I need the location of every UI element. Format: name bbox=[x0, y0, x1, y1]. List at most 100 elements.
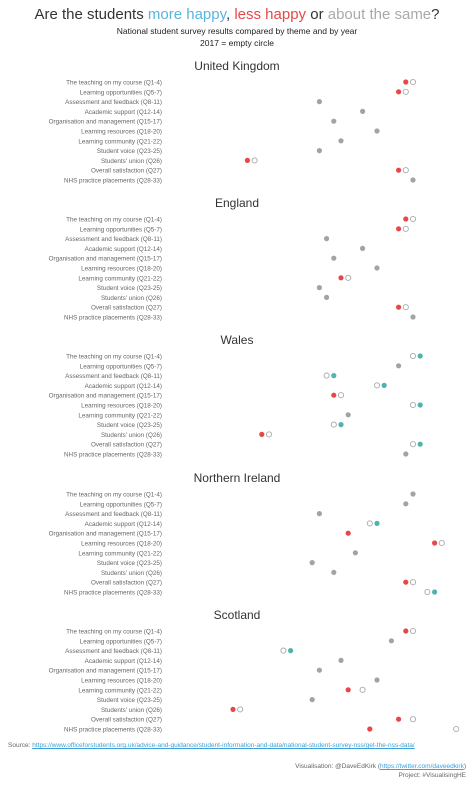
category-label: Learning community (Q21-22) bbox=[78, 275, 162, 282]
category-label: Learning community (Q21-22) bbox=[78, 138, 162, 145]
dot-2018-scotland bbox=[374, 677, 380, 683]
title-sep1: , bbox=[226, 6, 235, 23]
category-label: The teaching on my course (Q1-4) bbox=[66, 80, 162, 87]
dot-2018-northern-ireland bbox=[374, 520, 380, 527]
dot-2018-wales bbox=[259, 431, 265, 437]
dot-2018-scotland bbox=[230, 706, 236, 713]
dot-2018-northern-ireland bbox=[345, 530, 351, 536]
dot-2017-united-kingdom bbox=[402, 167, 409, 174]
title-less-happy: less happy bbox=[234, 6, 307, 23]
visualisation-end: ) bbox=[463, 763, 466, 770]
dot-2018-united-kingdom bbox=[360, 108, 366, 114]
source-link[interactable]: https://www.officeforstudents.org.uk/adv… bbox=[32, 742, 415, 749]
category-label: The teaching on my course (Q1-4) bbox=[66, 629, 162, 636]
chart-title: Are the students more happy, less happy … bbox=[0, 6, 474, 23]
dot-2018-wales bbox=[403, 451, 409, 457]
category-label: Organisation and management (Q15-17) bbox=[49, 393, 162, 400]
dot-2017-northern-ireland bbox=[409, 579, 417, 586]
title-more-happy: more happy bbox=[147, 6, 226, 23]
category-label: Overall satisfaction (Q27) bbox=[91, 717, 162, 724]
category-label: Academic support (Q12-14) bbox=[85, 246, 162, 253]
category-label: Student voice (Q23-25) bbox=[97, 560, 162, 567]
dot-2018-united-kingdom bbox=[244, 157, 250, 163]
dot-2018-northern-ireland bbox=[432, 589, 438, 595]
dot-2017-scotland bbox=[359, 686, 366, 693]
dot-2017-england bbox=[402, 225, 409, 232]
dot-2018-england bbox=[331, 255, 337, 261]
dot-2017-wales bbox=[409, 352, 417, 360]
dot-2017-northern-ireland bbox=[438, 539, 445, 547]
category-label: Learning opportunities (Q5-7) bbox=[80, 638, 162, 645]
chart-subtitle: National student survey results compared… bbox=[116, 26, 358, 36]
category-label: The teaching on my course (Q1-4) bbox=[66, 354, 162, 361]
panel-title-wales: Wales bbox=[221, 333, 254, 347]
category-label: Students' union (Q26) bbox=[101, 707, 162, 714]
dot-2018-england bbox=[374, 265, 380, 271]
visualisation-label: Visualisation: @DaveEdKirk ( bbox=[295, 763, 381, 770]
category-label: NHS practice placements (Q28-33) bbox=[64, 452, 162, 459]
dot-2018-scotland bbox=[367, 726, 373, 732]
category-label: Learning community (Q21-22) bbox=[78, 550, 162, 557]
category-label: Overall satisfaction (Q27) bbox=[91, 305, 162, 312]
category-label: Learning opportunities (Q5-7) bbox=[80, 89, 162, 96]
dot-2018-united-kingdom bbox=[403, 79, 409, 85]
dot-2018-northern-ireland bbox=[403, 501, 409, 507]
dot-2018-england bbox=[403, 216, 409, 222]
dot-2017-wales bbox=[265, 431, 273, 438]
panel-title-united-kingdom: United Kingdom bbox=[194, 59, 279, 73]
category-label: Learning opportunities (Q5-7) bbox=[80, 501, 162, 508]
title-prefix: Are the students bbox=[34, 6, 148, 23]
category-label: Learning community (Q21-22) bbox=[78, 687, 162, 694]
category-label: Student voice (Q23-25) bbox=[97, 285, 162, 292]
dot-2018-united-kingdom bbox=[338, 138, 344, 144]
category-label: Student voice (Q23-25) bbox=[97, 697, 162, 704]
category-label: Academic support (Q12-14) bbox=[85, 521, 162, 528]
title-same: about the same bbox=[327, 6, 432, 23]
dot-2017-scotland bbox=[409, 716, 417, 723]
source-label: Source: bbox=[8, 742, 33, 749]
dot-2017-wales bbox=[409, 401, 417, 409]
dot-2018-wales bbox=[331, 373, 337, 379]
category-label: Organisation and management (Q15-17) bbox=[49, 668, 162, 675]
dot-2017-wales bbox=[409, 441, 417, 448]
category-label: Academic support (Q12-14) bbox=[85, 383, 162, 390]
category-label: Students' union (Q26) bbox=[101, 432, 162, 439]
title-sep2: or bbox=[306, 6, 328, 23]
dot-2018-northern-ireland bbox=[316, 510, 322, 517]
category-label: Learning resources (Q18-20) bbox=[81, 403, 162, 410]
visualisation-link[interactable]: https://twitter.com/daveedkirk bbox=[380, 763, 464, 770]
dot-2018-scotland bbox=[288, 648, 294, 654]
dot-2018-england bbox=[360, 245, 366, 251]
category-label: Overall satisfaction (Q27) bbox=[91, 442, 162, 449]
category-label: Learning resources (Q18-20) bbox=[81, 129, 162, 136]
category-label: NHS practice placements (Q28-33) bbox=[64, 178, 162, 185]
dot-plot-chart: United Kingdom The teaching on my course … bbox=[49, 59, 460, 734]
dot-2018-england bbox=[338, 275, 344, 281]
dot-2018-northern-ireland bbox=[432, 540, 438, 546]
dot-2018-england bbox=[410, 314, 416, 320]
dot-2017-northern-ireland bbox=[424, 588, 431, 596]
category-label: NHS practice placements (Q28-33) bbox=[64, 315, 162, 322]
dot-2018-england bbox=[316, 285, 322, 291]
dot-2018-scotland bbox=[345, 687, 351, 693]
dot-2018-united-kingdom bbox=[374, 128, 380, 134]
dot-2018-scotland bbox=[316, 667, 322, 673]
dot-2018-scotland bbox=[388, 638, 394, 644]
dot-2018-wales bbox=[338, 422, 344, 428]
dot-2017-england bbox=[402, 304, 409, 311]
dot-2017-scotland bbox=[237, 706, 244, 713]
dot-2018-wales bbox=[345, 412, 351, 418]
dot-2018-united-kingdom bbox=[316, 148, 322, 154]
category-label: Students' union (Q26) bbox=[101, 158, 162, 165]
dot-2018-england bbox=[396, 226, 402, 232]
dot-2018-scotland bbox=[396, 716, 402, 722]
dot-2018-england bbox=[324, 294, 330, 300]
category-label: Learning resources (Q18-20) bbox=[81, 678, 162, 685]
dot-2018-united-kingdom bbox=[396, 167, 402, 173]
category-label: Assessment and feedback (Q8-11) bbox=[65, 99, 162, 106]
category-label: Academic support (Q12-14) bbox=[85, 658, 162, 665]
dot-2018-england bbox=[396, 304, 402, 310]
title-suffix: ? bbox=[431, 6, 440, 23]
dot-2017-scotland bbox=[280, 647, 287, 654]
dot-2018-wales bbox=[381, 382, 387, 388]
